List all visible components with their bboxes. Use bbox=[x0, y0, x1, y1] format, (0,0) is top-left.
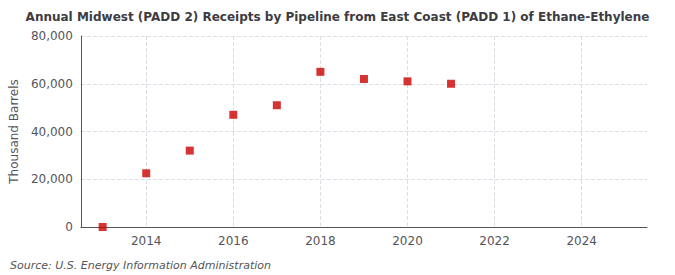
svg-text:2024: 2024 bbox=[566, 234, 597, 248]
svg-text:2020: 2020 bbox=[392, 234, 423, 248]
svg-text:40,000: 40,000 bbox=[31, 125, 73, 139]
svg-text:2022: 2022 bbox=[479, 234, 510, 248]
svg-text:0: 0 bbox=[65, 220, 73, 234]
svg-text:2014: 2014 bbox=[131, 234, 162, 248]
svg-text:20,000: 20,000 bbox=[31, 172, 73, 186]
svg-text:Annual Midwest (PADD 2) Receip: Annual Midwest (PADD 2) Receipts by Pipe… bbox=[26, 10, 650, 24]
svg-text:60,000: 60,000 bbox=[31, 77, 73, 91]
svg-text:Source: U.S. Energy Informatio: Source: U.S. Energy Information Administ… bbox=[10, 259, 271, 272]
svg-text:80,000: 80,000 bbox=[31, 29, 73, 43]
svg-text:Thousand Barrels: Thousand Barrels bbox=[7, 79, 21, 184]
svg-text:2016: 2016 bbox=[218, 234, 249, 248]
svg-text:2018: 2018 bbox=[305, 234, 336, 248]
